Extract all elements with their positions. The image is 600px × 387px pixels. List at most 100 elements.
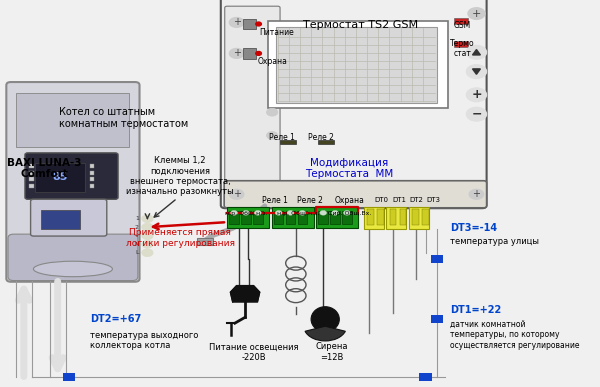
Bar (253, 211, 263, 224)
Bar (454, 18, 468, 24)
Bar (90, 171, 94, 175)
Circle shape (242, 211, 249, 215)
Circle shape (299, 211, 306, 215)
Ellipse shape (311, 307, 340, 332)
Bar (422, 209, 429, 225)
Circle shape (256, 22, 262, 26)
Bar (268, 21, 448, 108)
Text: температура улицы: температура улицы (450, 237, 539, 247)
Bar (454, 41, 468, 47)
Text: Сирена
=12В: Сирена =12В (315, 342, 347, 362)
FancyBboxPatch shape (25, 153, 118, 199)
Text: температура выходного
коллектора котла: температура выходного коллектора котла (90, 331, 198, 350)
Text: н.р. Общ.н.з.: н.р. Общ.н.з. (277, 211, 320, 216)
Polygon shape (230, 286, 260, 302)
Text: BAXI LUNA-3
Comfort: BAXI LUNA-3 Comfort (7, 158, 82, 179)
Bar (29, 184, 34, 188)
Polygon shape (473, 50, 481, 55)
Polygon shape (473, 69, 481, 74)
Text: +: + (233, 17, 241, 27)
Text: Термостат TS2 GSM: Термостат TS2 GSM (303, 20, 418, 30)
Bar (90, 164, 94, 168)
Circle shape (266, 108, 278, 116)
Text: 2: 2 (135, 225, 139, 229)
Bar (386, 207, 406, 229)
Text: Реле 1: Реле 1 (262, 196, 288, 205)
Text: Котел со штатным
комнатным термостатом: Котел со штатным комнатным термостатом (59, 107, 188, 129)
Circle shape (229, 189, 244, 199)
Circle shape (466, 107, 487, 121)
Text: Реле 2: Реле 2 (308, 133, 334, 142)
Bar (367, 209, 374, 225)
Circle shape (229, 48, 244, 58)
Bar (319, 211, 328, 224)
FancyBboxPatch shape (224, 181, 487, 208)
Text: Сир. Общ.Вх.: Сир. Общ.Вх. (328, 211, 371, 216)
Bar (227, 207, 269, 228)
Text: Питание освещения
-220В: Питание освещения -220В (209, 342, 298, 362)
Text: Питание: Питание (259, 28, 294, 38)
Bar (244, 48, 256, 59)
Bar (377, 209, 384, 225)
Circle shape (254, 211, 261, 215)
Bar (41, 210, 80, 229)
Circle shape (142, 249, 153, 257)
Text: Применяется прямая
логики регулирования: Применяется прямая логики регулирования (125, 228, 235, 248)
Bar (400, 209, 406, 225)
Bar (419, 373, 432, 381)
Text: N: N (134, 242, 139, 247)
Bar (316, 207, 358, 228)
Text: 1: 1 (135, 216, 139, 221)
Text: +: + (471, 88, 482, 101)
Bar (90, 177, 94, 181)
Bar (298, 211, 307, 224)
Text: Термо
стат: Термо стат (450, 39, 475, 58)
Bar (29, 164, 34, 168)
FancyBboxPatch shape (7, 82, 140, 282)
Text: Охрана: Охрана (258, 57, 288, 67)
FancyBboxPatch shape (221, 0, 487, 208)
Bar (342, 211, 352, 224)
Circle shape (229, 17, 244, 27)
Bar (63, 373, 75, 381)
Text: DT3=-14: DT3=-14 (450, 223, 497, 233)
Circle shape (468, 8, 485, 19)
Text: Реле 1: Реле 1 (269, 133, 295, 142)
Circle shape (466, 88, 487, 102)
Text: −: − (471, 108, 482, 121)
Text: DT2=+67: DT2=+67 (90, 314, 141, 324)
Bar (29, 171, 34, 175)
Bar (286, 211, 295, 224)
Text: +: + (472, 9, 481, 19)
Circle shape (469, 189, 484, 199)
Text: Охрана: Охрана (335, 196, 364, 205)
Text: +: + (233, 48, 241, 58)
Circle shape (256, 51, 262, 55)
Bar (389, 209, 397, 225)
Text: Клеммы 1,2
подключения
внешнего термостата,
изначально разомкнуты: Клеммы 1,2 подключения внешнего термоста… (126, 156, 234, 196)
Bar (35, 163, 85, 192)
FancyBboxPatch shape (31, 199, 107, 236)
Circle shape (466, 65, 487, 79)
Wedge shape (305, 326, 346, 341)
FancyBboxPatch shape (8, 234, 138, 281)
Text: DT2: DT2 (409, 197, 423, 204)
Bar (276, 27, 437, 103)
Text: н.р. Общ.н.з.: н.р. Общ.н.з. (225, 211, 268, 216)
Text: DT1=+22: DT1=+22 (450, 305, 501, 315)
Text: +: + (233, 189, 241, 199)
Circle shape (332, 211, 338, 215)
Bar (412, 209, 419, 225)
Bar (319, 140, 334, 144)
Circle shape (142, 240, 153, 248)
Circle shape (287, 211, 294, 215)
Text: 85: 85 (52, 172, 68, 182)
Circle shape (320, 211, 326, 215)
Text: ~: ~ (134, 233, 139, 238)
Circle shape (142, 223, 153, 231)
Circle shape (275, 211, 282, 215)
Circle shape (466, 45, 487, 59)
Bar (364, 207, 384, 229)
Text: DT0: DT0 (374, 197, 389, 204)
Bar (90, 184, 94, 188)
